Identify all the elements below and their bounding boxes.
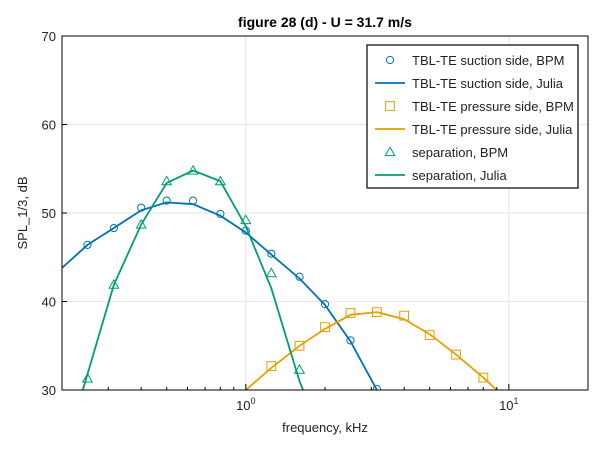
- data-point: [135, 218, 147, 229]
- data-point: [346, 336, 355, 345]
- legend-marker-swatch: [384, 146, 396, 157]
- data-point: [267, 249, 276, 258]
- y-tick-label: 60: [42, 118, 56, 133]
- x-tick-label: 100: [236, 396, 255, 413]
- data-point: [187, 164, 199, 175]
- data-point: [240, 214, 252, 225]
- y-axis-label: SPL_1/3, dB: [15, 177, 30, 250]
- legend-entry-label: TBL-TE pressure side, Julia: [412, 122, 573, 137]
- y-tick-label: 30: [42, 383, 56, 398]
- data-point: [266, 361, 277, 372]
- y-tick-label: 40: [42, 295, 56, 310]
- series-layer: [62, 164, 498, 390]
- data-point: [320, 300, 330, 309]
- series-line: [81, 169, 304, 390]
- y-tick-label: 70: [42, 29, 56, 44]
- data-point: [451, 349, 461, 360]
- legend-entry-label: separation, BPM: [412, 145, 508, 160]
- chart-title: figure 28 (d) - U = 31.7 m/s: [238, 14, 412, 30]
- data-point: [160, 175, 173, 186]
- data-point: [295, 272, 304, 281]
- series-line: [62, 201, 378, 390]
- data-point: [478, 372, 489, 383]
- data-point: [109, 223, 118, 233]
- legend-entry-label: separation, Julia: [412, 168, 507, 183]
- data-point: [293, 363, 306, 374]
- data-point: [345, 308, 356, 318]
- legend-entry-label: TBL-TE pressure side, BPM: [412, 99, 574, 114]
- x-axis-label: frequency, kHz: [282, 420, 368, 435]
- data-point: [83, 240, 92, 249]
- legend: TBL-TE suction side, BPM TBL-TE suction s…: [366, 44, 579, 189]
- data-point: [424, 330, 435, 341]
- legend-entry-label: TBL-TE suction side, BPM: [412, 53, 564, 68]
- data-point: [108, 278, 120, 289]
- x-tick-label: 101: [499, 396, 518, 413]
- data-point: [294, 340, 305, 351]
- legend-marker-swatch: [385, 55, 395, 65]
- data-point: [372, 385, 381, 390]
- data-point: [162, 196, 171, 205]
- y-tick-label: 50: [42, 206, 56, 221]
- legend-marker-swatch: [385, 101, 395, 111]
- data-point: [265, 267, 277, 278]
- ticks: 30 40 50 60 70 100 101: [42, 29, 589, 413]
- plot-clip-group: [62, 164, 498, 390]
- legend-entry-label: TBL-TE suction side, Julia: [412, 76, 564, 91]
- legend-box: [366, 44, 579, 189]
- data-point: [81, 372, 94, 383]
